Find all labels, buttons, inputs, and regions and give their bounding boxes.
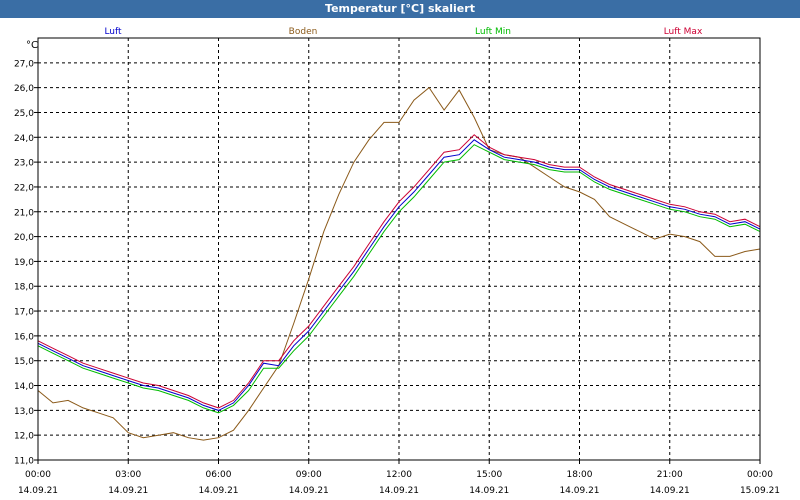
- x-tick-date: 14.09.21: [469, 486, 509, 496]
- x-tick-time: 06:00: [206, 470, 232, 480]
- x-tick-time: 15:00: [476, 470, 502, 480]
- y-tick-label: 26,0: [14, 84, 34, 94]
- y-tick-label: 25,0: [14, 109, 34, 119]
- legend-entry: Luft: [104, 27, 122, 37]
- series-line-luft-min: [37, 144, 761, 414]
- x-tick-date: 14.09.21: [18, 486, 58, 496]
- y-tick-label: 24,0: [14, 134, 34, 144]
- y-tick-label: 22,0: [14, 183, 34, 193]
- series-line-luft-max: [37, 134, 761, 409]
- x-tick-date: 15.09.21: [740, 486, 780, 496]
- y-tick-label: 18,0: [14, 283, 34, 293]
- x-tick-date: 14.09.21: [108, 486, 148, 496]
- y-tick-label: 27,0: [14, 59, 34, 69]
- x-tick-time: 21:00: [657, 470, 683, 480]
- y-tick-label: 16,0: [14, 332, 34, 342]
- legend-entry: Luft Max: [664, 27, 703, 37]
- legend-entry: Boden: [289, 27, 318, 37]
- y-tick-label: 12,0: [14, 432, 34, 442]
- y-tick-label: 17,0: [14, 308, 34, 318]
- x-tick-time: 18:00: [567, 470, 593, 480]
- plot-frame: [37, 37, 761, 461]
- x-tick-time: 03:00: [115, 470, 141, 480]
- series-line-boden: [37, 86, 761, 441]
- x-tick-time: 00:00: [747, 470, 773, 480]
- series-group: [37, 86, 761, 441]
- window-title: Temperatur [°C] skaliert: [0, 0, 800, 18]
- x-axis: 00:00 14.09.21 03:00 14.09.21 06:00 14.09.21 0…: [18, 460, 780, 496]
- y-tick-label: 23,0: [14, 159, 34, 169]
- legend: Luft Boden Luft Min Luft Max: [104, 27, 703, 37]
- y-tick-label: 20,0: [14, 233, 34, 243]
- y-axis: 11,0 12,0 13,0 14,0 15,0 16,0 17,0 18,0 19,0 20,0…: [14, 59, 38, 467]
- y-tick-label: 11,0: [14, 457, 34, 467]
- x-tick-date: 14.09.21: [650, 486, 690, 496]
- series-line-luft: [37, 139, 761, 411]
- legend-entry: Luft Min: [475, 27, 511, 37]
- y-axis-unit: °C: [26, 40, 38, 51]
- y-tick-label: 21,0: [14, 208, 34, 218]
- x-tick-date: 14.09.21: [379, 486, 419, 496]
- y-tick-label: 14,0: [14, 382, 34, 392]
- x-tick-date: 14.09.21: [559, 486, 599, 496]
- x-tick-date: 14.09.21: [289, 486, 329, 496]
- x-tick-time: 00:00: [25, 470, 51, 480]
- y-tick-label: 19,0: [14, 258, 34, 268]
- grid: [38, 38, 760, 460]
- x-tick-time: 12:00: [386, 470, 412, 480]
- y-tick-label: 13,0: [14, 407, 34, 417]
- x-tick-time: 09:00: [296, 470, 322, 480]
- y-tick-label: 15,0: [14, 357, 34, 367]
- x-tick-date: 14.09.21: [198, 486, 238, 496]
